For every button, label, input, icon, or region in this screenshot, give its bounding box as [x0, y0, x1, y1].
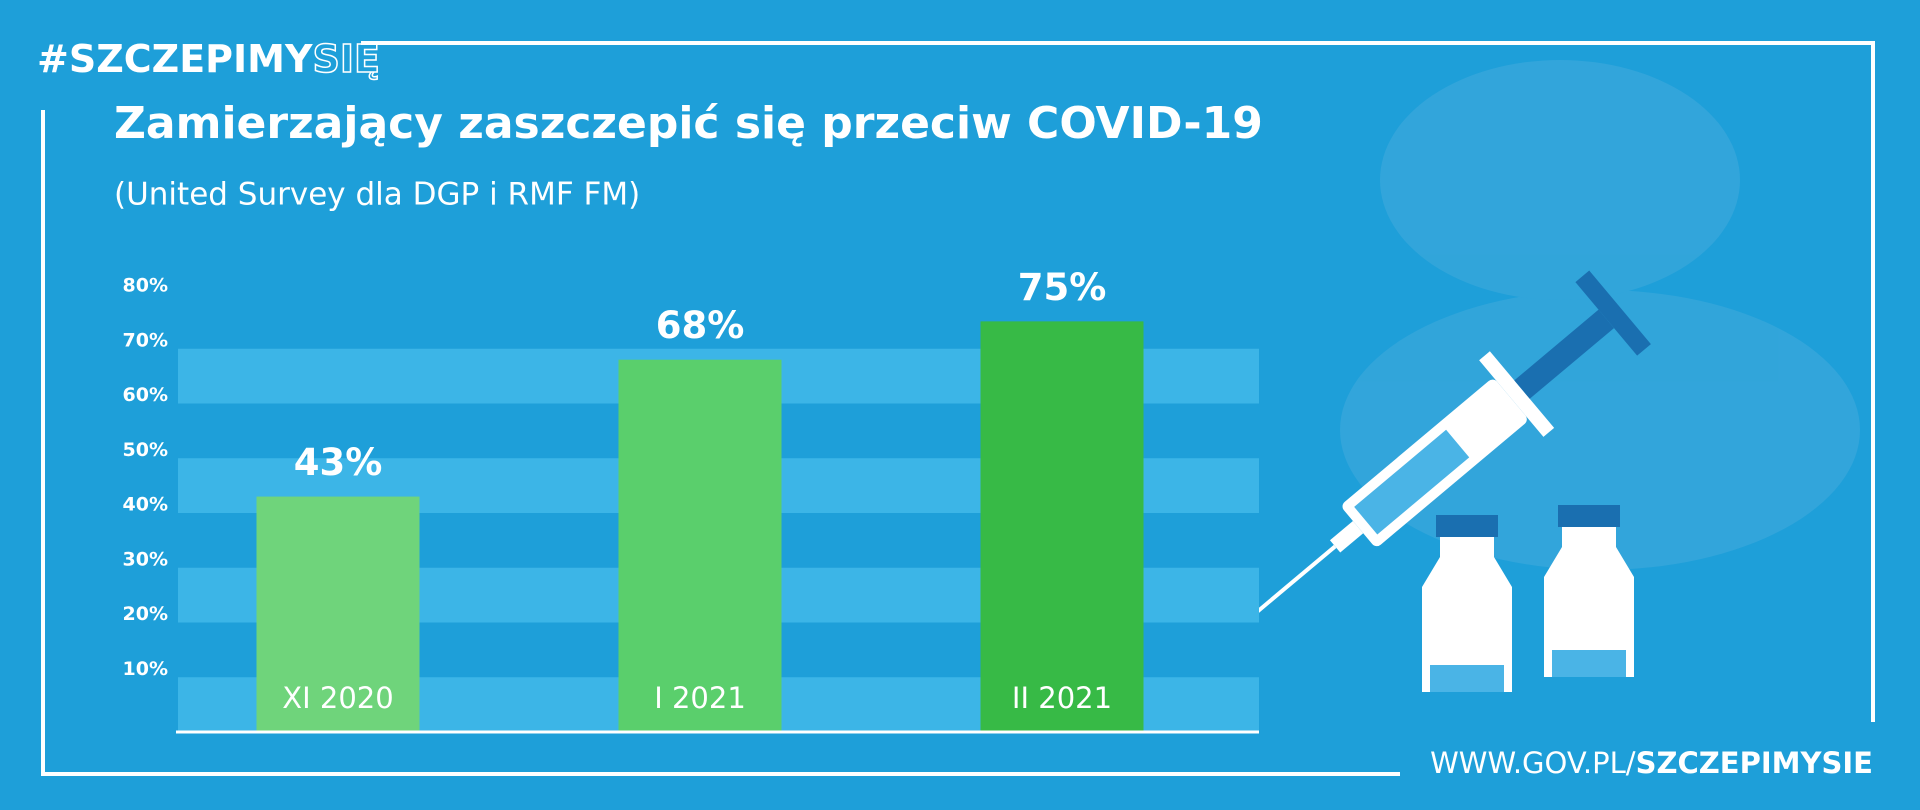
plunger	[1514, 309, 1614, 399]
hashtag-main: #SZCZEPIMY	[37, 37, 313, 81]
syringe-tip	[1329, 521, 1364, 553]
syringe-liquid	[1354, 429, 1470, 535]
vials	[1422, 505, 1634, 692]
vial-liquid	[1430, 665, 1504, 692]
plunger-head	[1575, 270, 1651, 356]
value-label: 75%	[1018, 266, 1107, 309]
y-tick-label: 80%	[123, 275, 168, 297]
y-tick-label: 10%	[123, 658, 168, 680]
hashtag: #SZCZEPIMYSIĘ	[37, 37, 380, 81]
vial	[1422, 537, 1512, 692]
bar	[256, 496, 420, 732]
y-tick-label: 70%	[123, 329, 168, 351]
y-tick-label: 60%	[123, 384, 168, 406]
footer-url: WWW.GOV.PL/SZCZEPIMYSIE	[1430, 746, 1873, 780]
y-tick-label: 20%	[123, 603, 168, 625]
chart-subtitle: (United Survey dla DGP i RMF FM)	[114, 177, 640, 213]
y-tick-label: 50%	[123, 439, 168, 461]
url: WWW.GOV.PL/	[1430, 746, 1636, 780]
vial-cap	[1558, 505, 1620, 527]
hand-shape	[1380, 60, 1740, 300]
frame	[41, 110, 1400, 776]
needle	[1249, 544, 1337, 619]
y-tick-label: 30%	[123, 548, 168, 570]
y-tick-label: 40%	[123, 494, 168, 516]
vial-cap	[1436, 515, 1498, 537]
decoration	[41, 41, 1875, 776]
syringe	[1249, 270, 1651, 619]
x-tick-label: II 2021	[1012, 681, 1112, 715]
bar	[618, 359, 782, 732]
hand-shape	[1340, 290, 1860, 570]
vial-liquid	[1552, 650, 1626, 677]
url-bold: SZCZEPIMYSIE	[1636, 746, 1873, 780]
vial	[1544, 527, 1634, 677]
x-tick-label: I 2021	[654, 681, 746, 715]
frame	[361, 41, 1875, 722]
bar	[980, 321, 1144, 732]
chart-title: Zamierzający zaszczepić się przeciw COVI…	[114, 98, 1263, 149]
hands-illustration	[1340, 60, 1860, 570]
value-label: 68%	[656, 304, 745, 347]
hashtag-suffix: SIĘ	[312, 37, 379, 81]
syringe-flange	[1479, 351, 1555, 437]
value-label: 43%	[294, 441, 383, 484]
x-tick-label: XI 2020	[282, 681, 393, 715]
